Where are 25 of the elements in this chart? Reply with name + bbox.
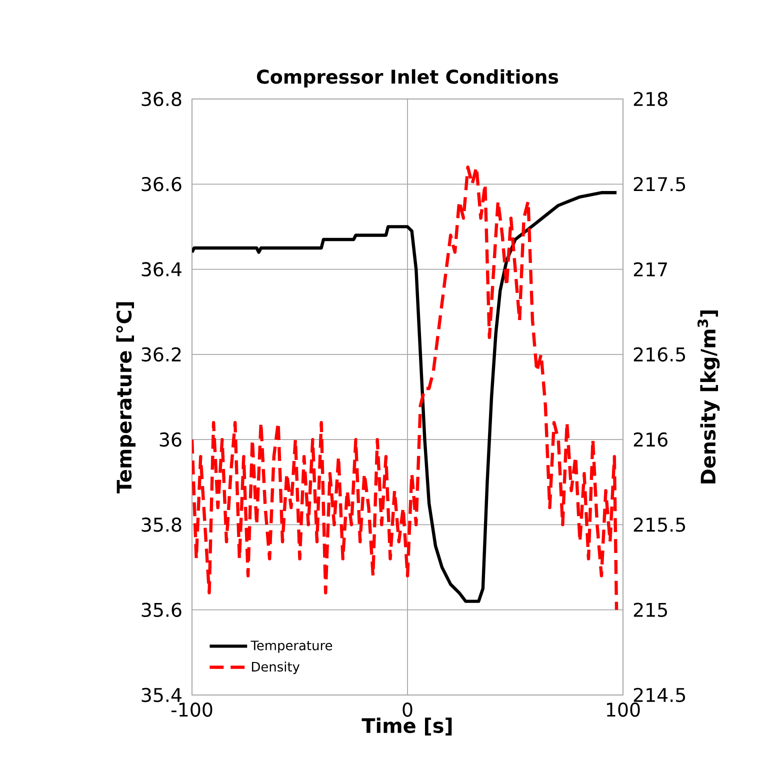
- y-tick-label: 36.4: [142, 262, 182, 276]
- y-tick-label: 35.8: [142, 518, 182, 532]
- legend-label: Density: [252, 662, 300, 674]
- legend-label: Temperature: [250, 640, 332, 653]
- x-tick-label: -100: [171, 702, 212, 717]
- y2-tick-label: 216.5: [634, 347, 686, 362]
- x-tick-label: 100: [607, 702, 640, 717]
- y-axis-title: Temperature [°C]: [116, 302, 136, 494]
- y2-axis-title: Density [kg/m$^{3}$]: [698, 310, 720, 484]
- y2-tick-label: 217.5: [634, 176, 686, 192]
- y2-tick-label: 217: [634, 262, 668, 276]
- y2-tick-label: 218: [634, 92, 668, 106]
- y2-tick-label: 214.5: [634, 688, 686, 702]
- x-tick-label: 0: [402, 702, 412, 717]
- y-tick-label: 36.2: [142, 347, 181, 362]
- y2-tick-label: 215: [634, 602, 667, 618]
- y-tick-label: 36.6: [142, 176, 182, 192]
- chart-title: Compressor Inlet Conditions: [256, 69, 558, 88]
- y2-tick-label: 215.5: [634, 518, 686, 532]
- y-tick-label: 36: [160, 432, 182, 447]
- y-tick-label: 35.6: [142, 602, 182, 618]
- y-tick-label: 36.8: [142, 92, 182, 106]
- y2-tick-label: 216: [634, 432, 668, 447]
- x-axis-title: Time [s]: [362, 718, 452, 736]
- y-tick-label: 35.4: [142, 688, 182, 702]
